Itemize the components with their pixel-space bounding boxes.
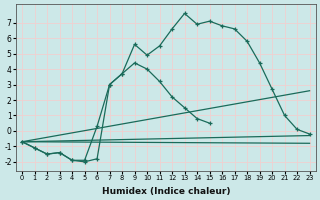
X-axis label: Humidex (Indice chaleur): Humidex (Indice chaleur) [101, 187, 230, 196]
